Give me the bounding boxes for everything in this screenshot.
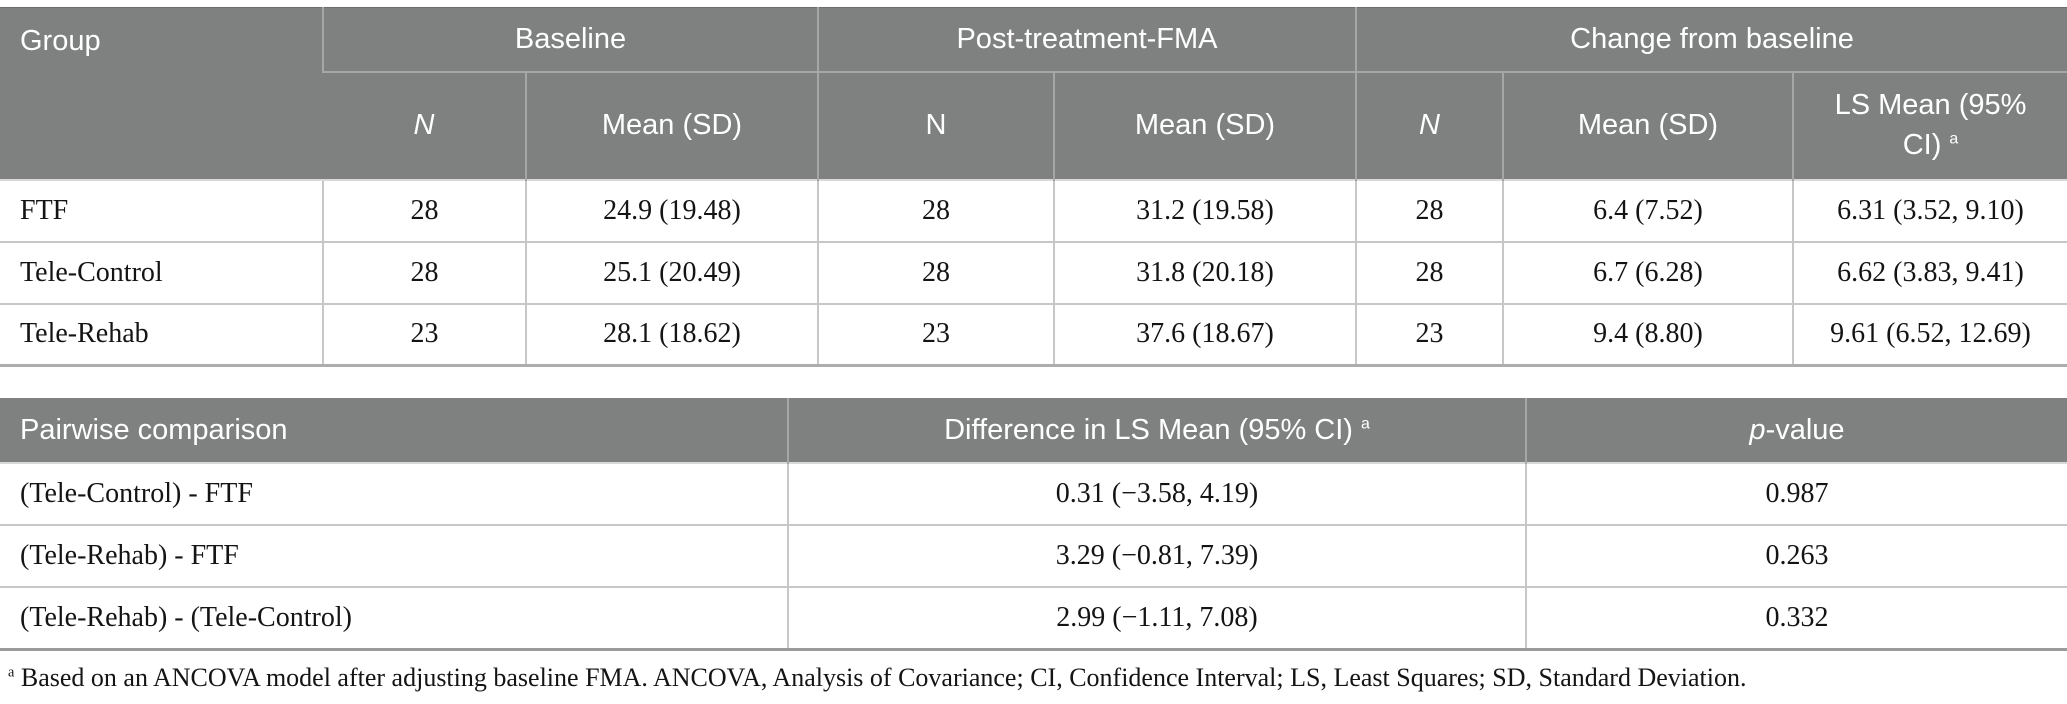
header-post-n: N [817, 70, 1054, 180]
cell-baseline-mean: 28.1 (18.62) [525, 302, 818, 366]
table1-header-group-row: Group Baseline Post-treatment-FMA Change… [0, 7, 2067, 180]
header-post-treatment-fma: Post-treatment-FMA [817, 7, 1356, 72]
difference-label: Difference in LS Mean (95% CI) [944, 413, 1353, 446]
cell-ls-mean: 6.31 (3.52, 9.10) [1792, 178, 2067, 242]
footnote-text: Based on an ANCOVA model after adjusting… [20, 662, 1747, 692]
cell-baseline-n: 28 [322, 240, 526, 304]
cell-post-n: 28 [817, 240, 1054, 304]
outcomes-table: Group Baseline Post-treatment-FMA Change… [0, 7, 2067, 367]
cell-change-mean: 6.7 (6.28) [1502, 240, 1793, 304]
cell-difference: 0.31 (−3.58, 4.19) [787, 462, 1526, 525]
footnote-marker-a: a [8, 663, 15, 680]
table-row-telecontrol-vs-ftf: (Tele-Control) - FTF 0.31 (−3.58, 4.19) … [0, 462, 2067, 525]
cell-post-mean: 37.6 (18.67) [1053, 302, 1356, 366]
cell-comparison: (Tele-Rehab) - (Tele-Control) [0, 586, 788, 649]
footnote-marker-a: a [1361, 414, 1370, 432]
cell-change-mean: 6.4 (7.52) [1502, 178, 1793, 242]
cell-post-n: 23 [817, 302, 1054, 366]
cell-change-n: 28 [1355, 178, 1503, 242]
cell-p-value: 0.987 [1525, 462, 2067, 525]
cell-baseline-mean: 25.1 (20.49) [525, 240, 818, 304]
table-row-tele-rehab: Tele-Rehab 23 28.1 (18.62) 23 37.6 (18.6… [0, 302, 2067, 366]
cell-group: FTF [0, 178, 323, 242]
header-ls-mean-ci: LS Mean (95% CI) a [1792, 70, 2067, 180]
cell-difference: 2.99 (−1.11, 7.08) [787, 586, 1526, 649]
header-baseline: Baseline [322, 7, 818, 72]
cell-group: Tele-Rehab [0, 302, 323, 366]
header-p-value: p-value [1525, 398, 2067, 463]
p-value-suffix: -value [1765, 413, 1845, 446]
header-change-mean-sd: Mean (SD) [1502, 70, 1793, 180]
table1-subheader-row: N Mean (SD) N Mean (SD) N Mean (SD) LS M… [0, 70, 2067, 180]
cell-group: Tele-Control [0, 240, 323, 304]
table2-header-row: Pairwise comparison Difference in LS Mea… [0, 398, 2067, 463]
table-row-telerehab-vs-ftf: (Tele-Rehab) - FTF 3.29 (−0.81, 7.39) 0.… [0, 524, 2067, 587]
cell-comparison: (Tele-Rehab) - FTF [0, 524, 788, 587]
p-italic: p [1749, 413, 1766, 446]
header-baseline-n: N [323, 70, 526, 180]
cell-ls-mean: 9.61 (6.52, 12.69) [1792, 302, 2067, 366]
cell-comparison: (Tele-Control) - FTF [0, 462, 788, 525]
cell-post-n: 28 [817, 178, 1054, 242]
header-difference-ls-mean: Difference in LS Mean (95% CI) a [787, 398, 1526, 463]
table-footnote: a Based on an ANCOVA model after adjusti… [8, 663, 2067, 693]
cell-difference: 3.29 (−0.81, 7.39) [787, 524, 1526, 587]
cell-baseline-n: 28 [322, 178, 526, 242]
header-post-mean-sd: Mean (SD) [1053, 70, 1356, 180]
footnote-marker-a: a [1949, 129, 1959, 147]
cell-post-mean: 31.2 (19.58) [1053, 178, 1356, 242]
cell-change-n: 23 [1355, 302, 1503, 366]
header-group: Group [0, 7, 323, 180]
header-change-from-baseline: Change from baseline [1355, 7, 2067, 72]
cell-baseline-mean: 24.9 (19.48) [525, 178, 818, 242]
table-row-telerehab-vs-telecontrol: (Tele-Rehab) - (Tele-Control) 2.99 (−1.1… [0, 586, 2067, 649]
pairwise-comparison-table: Pairwise comparison Difference in LS Mea… [0, 398, 2067, 651]
cell-ls-mean: 6.62 (3.83, 9.41) [1792, 240, 2067, 304]
cell-change-mean: 9.4 (8.80) [1502, 302, 1793, 366]
header-change-n: N [1355, 70, 1503, 180]
table-row-ftf: FTF 28 24.9 (19.48) 28 31.2 (19.58) 28 6… [0, 178, 2067, 242]
cell-change-n: 28 [1355, 240, 1503, 304]
ls-mean-label: LS Mean (95% CI) [1834, 89, 2027, 161]
cell-post-mean: 31.8 (20.18) [1053, 240, 1356, 304]
cell-p-value: 0.263 [1525, 524, 2067, 587]
cell-p-value: 0.332 [1525, 586, 2067, 649]
header-baseline-mean-sd: Mean (SD) [525, 70, 818, 180]
table-row-tele-control: Tele-Control 28 25.1 (20.49) 28 31.8 (20… [0, 240, 2067, 304]
cell-baseline-n: 23 [322, 302, 526, 366]
header-pairwise-comparison: Pairwise comparison [0, 398, 788, 463]
